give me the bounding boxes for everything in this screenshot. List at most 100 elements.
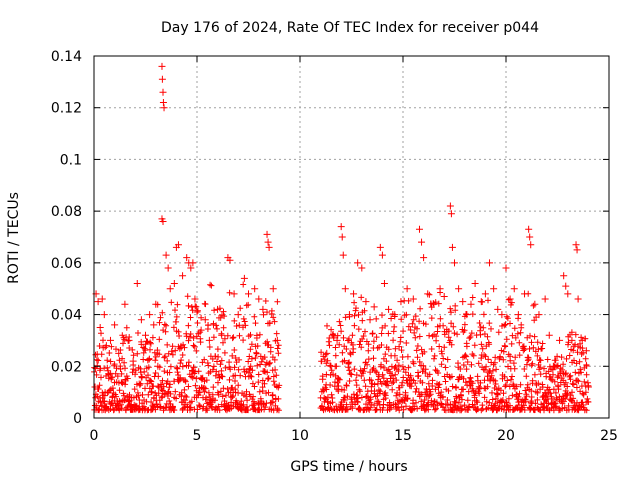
data-point <box>418 238 426 246</box>
data-point <box>174 241 182 249</box>
x-tick-label: 15 <box>394 428 412 444</box>
data-point <box>189 259 197 267</box>
data-point <box>430 300 438 308</box>
data-point <box>191 295 199 303</box>
y-tick-label: 0 <box>73 411 82 427</box>
data-point <box>471 280 479 288</box>
data-point <box>121 300 129 308</box>
data-point <box>259 305 267 313</box>
data-point <box>338 233 346 241</box>
data-point <box>158 62 166 70</box>
data-point <box>525 225 533 233</box>
data-point <box>91 383 99 391</box>
data-point <box>455 285 463 293</box>
data-point <box>535 311 543 319</box>
data-point <box>209 321 217 329</box>
data-point <box>226 256 234 264</box>
data-point <box>380 280 388 288</box>
x-tick-label: 20 <box>497 428 515 444</box>
dense-data-band <box>91 281 592 414</box>
data-point <box>146 311 154 319</box>
data-point <box>573 246 581 254</box>
x-axis-ticks: 0 5 10 15 20 25 <box>90 56 618 444</box>
data-point <box>506 295 514 303</box>
data-point <box>94 298 102 306</box>
data-point <box>142 331 149 339</box>
data-point <box>102 342 110 350</box>
data-point <box>451 259 458 267</box>
data-point <box>337 223 345 231</box>
data-point <box>362 298 370 306</box>
y-axis-ticks: 0 0.02 0.04 0.06 0.08 0.1 0.12 0.14 <box>51 49 609 427</box>
data-point <box>572 241 580 249</box>
data-point <box>193 308 201 316</box>
data-point <box>440 292 448 300</box>
plot-frame <box>93 55 610 419</box>
data-point <box>339 251 347 259</box>
data-point <box>477 298 485 306</box>
data-point <box>574 295 582 303</box>
chart-title: Day 176 of 2024, Rate Of TEC Index for r… <box>161 20 539 36</box>
data-point <box>160 104 168 112</box>
x-tick-label: 10 <box>291 428 309 444</box>
data-point <box>115 349 123 357</box>
data-point <box>159 88 167 96</box>
data-point <box>447 210 455 218</box>
data-point <box>129 357 137 365</box>
data-point <box>205 336 213 344</box>
data-point <box>264 238 272 246</box>
data-point <box>397 298 405 306</box>
data-point <box>187 264 195 272</box>
data-point <box>409 295 417 303</box>
data-point <box>201 316 209 324</box>
data-point <box>345 311 353 319</box>
data-point <box>481 290 489 298</box>
data-point <box>584 383 592 391</box>
data-point <box>166 285 174 293</box>
data-point <box>467 300 475 308</box>
data-point <box>378 251 386 259</box>
data-point <box>436 285 444 293</box>
data-point <box>214 305 222 313</box>
data-point <box>498 311 506 319</box>
data-point <box>100 311 108 319</box>
data-point <box>158 75 166 83</box>
data-point <box>358 264 366 272</box>
data-point <box>327 362 335 370</box>
data-point <box>245 290 252 298</box>
data-point <box>370 303 378 311</box>
data-point <box>385 305 393 313</box>
data-point <box>463 311 471 319</box>
data-point <box>448 243 456 251</box>
data-point <box>494 305 502 313</box>
data-point <box>230 290 238 298</box>
x-tick-label: 5 <box>193 428 202 444</box>
data-point <box>531 300 539 308</box>
data-point <box>265 243 273 251</box>
data-point <box>556 336 564 344</box>
data-point <box>341 285 349 293</box>
data-point <box>269 285 277 293</box>
data-point <box>403 285 411 293</box>
data-point <box>164 264 172 272</box>
data-point <box>150 321 158 329</box>
data-point <box>424 290 432 298</box>
data-point <box>568 336 576 344</box>
y-tick-label: 0.06 <box>51 256 82 272</box>
data-point <box>521 290 529 298</box>
data-point <box>490 285 498 293</box>
data-point <box>366 316 374 324</box>
y-tick-label: 0.12 <box>51 101 82 117</box>
data-point <box>578 336 586 344</box>
data-point <box>263 230 271 238</box>
data-point <box>415 225 423 233</box>
data-point <box>560 272 568 280</box>
data-point <box>549 362 557 370</box>
data-point <box>170 280 178 288</box>
y-tick-label: 0.14 <box>51 49 82 65</box>
data-point <box>218 331 226 339</box>
data-point <box>459 298 467 306</box>
data-point <box>159 99 167 107</box>
data-point <box>255 295 263 303</box>
